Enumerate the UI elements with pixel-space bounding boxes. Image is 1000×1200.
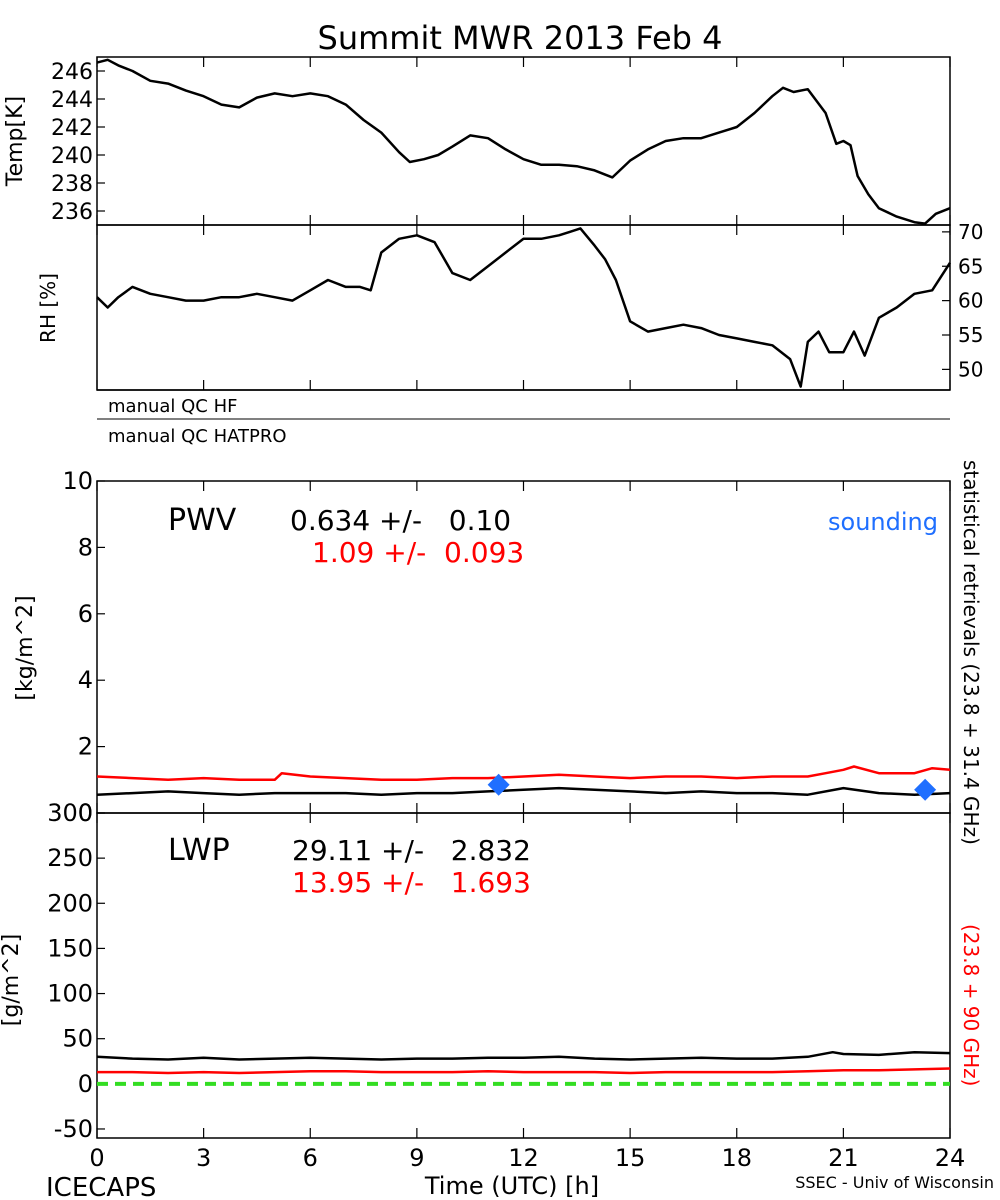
x-tick-label: 9 (409, 1144, 424, 1172)
footer-left: ICECAPS (46, 1173, 156, 1200)
x-axis: 0 3 6 9 12 15 18 21 24 (89, 57, 965, 1172)
temp-y-tick-label: 238 (51, 172, 93, 197)
x-tick-label: 18 (721, 1144, 752, 1172)
temp-series-0 (96, 58, 951, 225)
rh-y-tick-label: 55 (958, 323, 983, 347)
x-tick-label: 24 (935, 1144, 966, 1172)
pwv-series-0 (96, 765, 951, 782)
x-tick-label: 0 (89, 1144, 104, 1172)
lwp-ylabel: [g/m^2] (0, 934, 24, 1026)
lwp-stat-black: 29.11 +/- 2.832 (292, 834, 531, 867)
rh-y-tick-label: 50 (958, 357, 983, 381)
temp-plot-frame (96, 56, 951, 226)
pwv-panel: 0 2 4 6 8 10 PWV 0.634 +/- 0.10 1.09 +/- 0.09… (13, 467, 951, 827)
temp-y-tick-label: 246 (51, 60, 93, 85)
pwv-y-tick-label: 8 (78, 533, 93, 561)
lwp-y-tick-label: -50 (54, 1115, 93, 1143)
rh-lines (96, 227, 952, 388)
rh-ylabel: RH [%] (36, 273, 60, 343)
pwv-y-tick-label: 4 (78, 666, 93, 694)
pwv-y-tick-label: 2 (78, 733, 93, 761)
pwv-series-1 (96, 786, 951, 796)
pwv-y-ticks: 0 2 4 6 8 10 (62, 467, 105, 827)
footer-right: SSEC - Univ of Wisconsin (795, 1173, 994, 1192)
rh-y-tick-label: 60 (958, 289, 983, 313)
temp-lines (96, 58, 951, 225)
temp-y-tick-label: 244 (51, 88, 93, 113)
pwv-ylabel: [kg/m^2] (13, 595, 38, 700)
temp-y-ticks: 236 238 240 242 244 246 (51, 60, 105, 225)
x-tick-label: 3 (196, 1144, 211, 1172)
pwv-lines (96, 765, 951, 796)
temp-y-tick-label: 240 (51, 144, 93, 169)
rh-y-tick-label: 65 (958, 254, 983, 278)
lwp-lines (96, 1050, 951, 1086)
lwp-y-tick-label: 250 (47, 844, 93, 872)
sounding-points (487, 773, 937, 801)
sounding-point (487, 773, 510, 796)
x-tick-label: 21 (828, 1144, 859, 1172)
qc-hatpro-label: manual QC HATPRO (108, 426, 287, 447)
qc-section: manual QC HF manual QC HATPRO (97, 389, 950, 447)
lwp-label: LWP (168, 833, 230, 868)
sounding-label: sounding (828, 508, 938, 536)
right-label-black: statistical retrievals (23.8 + 31.4 GHz) (959, 460, 983, 845)
pwv-y-tick-label: 6 (78, 600, 93, 628)
temp-panel: 236 238 240 242 244 246 Temp[K] (3, 56, 951, 226)
lwp-y-tick-label: 150 (47, 934, 93, 962)
rh-plot-frame (96, 224, 951, 391)
lwp-y-tick-label: 300 (47, 799, 93, 827)
rh-y-ticks: 50 55 60 65 70 (942, 220, 983, 381)
temp-y-tick-label: 242 (51, 116, 93, 141)
chart-title: Summit MWR 2013 Feb 4 (318, 19, 723, 57)
footer-center: Time (UTC) [h] (424, 1172, 599, 1200)
lwp-y-tick-label: 0 (78, 1070, 93, 1098)
lwp-y-tick-label: 200 (47, 889, 93, 917)
lwp-series-1 (97, 1067, 951, 1075)
lwp-stat-red: 13.95 +/- 1.693 (292, 866, 531, 899)
lwp-panel: -50 0 50 100 150 200 250 300 LWP 29.11 +/- 2.83… (0, 799, 951, 1143)
pwv-stat-red: 1.09 +/- 0.093 (312, 536, 524, 569)
lwp-y-ticks: -50 0 50 100 150 200 250 300 (47, 799, 105, 1143)
pwv-label: PWV (168, 503, 237, 538)
x-tick-label: 6 (303, 1144, 318, 1172)
temp-ylabel: Temp[K] (3, 96, 28, 187)
pwv-stat-black: 0.634 +/- 0.10 (290, 504, 511, 537)
rh-y-tick-label: 70 (958, 220, 983, 244)
rh-panel: 50 55 60 65 70 RH [%] (36, 220, 983, 391)
rh-series-0 (96, 227, 952, 388)
right-label-red: (23.8 + 90 GHz) (959, 924, 983, 1086)
qc-hf-label: manual QC HF (108, 396, 237, 417)
lwp-y-tick-label: 100 (47, 980, 93, 1008)
x-tick-label: 12 (508, 1144, 539, 1172)
lwp-y-tick-label: 50 (62, 1025, 93, 1053)
temp-y-tick-label: 236 (51, 200, 93, 225)
pwv-y-tick-label: 10 (62, 467, 93, 495)
x-tick-label: 15 (615, 1144, 646, 1172)
sounding-point (914, 778, 937, 801)
lwp-series-0 (96, 1050, 951, 1061)
pwv-y-tick-label: 0 (78, 799, 93, 827)
